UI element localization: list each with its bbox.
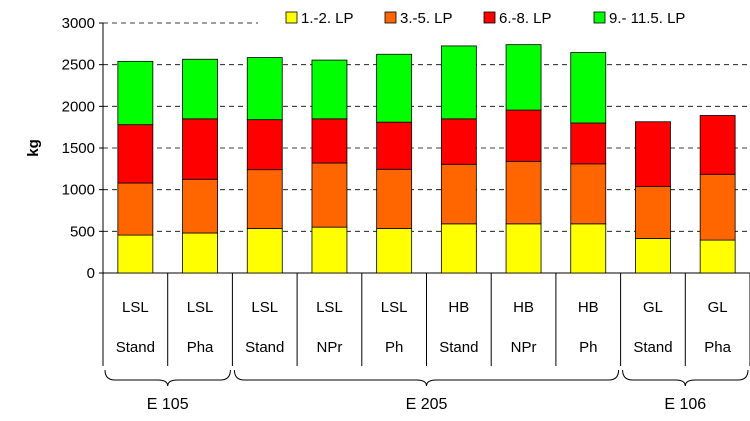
x-category-breed-5: HB: [448, 299, 469, 316]
bar-segment-7-0: [570, 223, 607, 274]
x-category-breed-4: LSL: [381, 299, 408, 316]
x-category-feed-8: Stand: [633, 339, 672, 356]
legend-swatch-2: [483, 11, 496, 24]
legend-background: [258, 6, 750, 34]
y-tick-label-1: 500: [70, 223, 95, 240]
bar-segment-7-2: [570, 122, 607, 165]
bar-segment-9-1: [699, 173, 736, 241]
x-category-breed-3: LSL: [316, 299, 343, 316]
bar-segment-9-0: [699, 239, 736, 274]
x-category-breed-8: GL: [643, 299, 663, 316]
bar-segment-7-3: [570, 52, 607, 124]
y-axis-title: kg: [25, 139, 42, 157]
bar-segment-5-0: [440, 223, 477, 274]
x-category-breed-6: HB: [513, 299, 534, 316]
x-category-feed-6: NPr: [511, 339, 537, 356]
bar-segment-4-1: [376, 168, 413, 229]
legend-label-3: 9.- 11.5. LP: [609, 10, 685, 27]
bar-segment-0-3: [117, 60, 154, 126]
x-category-feed-0: Stand: [116, 339, 155, 356]
bar-segment-1-1: [182, 178, 218, 234]
x-category-breed-9: GL: [708, 299, 728, 316]
bar-segment-5-2: [440, 118, 477, 165]
bar-segment-9-2: [699, 115, 736, 175]
x-category-feed-7: Ph: [579, 339, 597, 356]
bar-segment-4-3: [376, 53, 413, 123]
bar-segment-8-0: [635, 238, 671, 274]
legend-swatch-0: [285, 11, 298, 24]
y-tick-label-0: 0: [87, 265, 95, 282]
bar-segment-6-0: [505, 223, 542, 274]
y-tick-label-4: 2000: [62, 98, 95, 115]
legend-label-1: 3.-5. LP: [400, 10, 453, 27]
bar-segment-2-1: [246, 169, 283, 229]
y-tick-label-3: 1500: [62, 140, 95, 157]
x-category-feed-3: NPr: [317, 339, 343, 356]
bar-segment-8-1: [635, 185, 671, 239]
group-label-2: E 106: [664, 396, 706, 413]
bar-segment-3-2: [311, 118, 348, 164]
legend-swatch-3: [593, 11, 606, 24]
bar-segment-3-3: [311, 59, 348, 120]
x-category-feed-5: Stand: [439, 339, 478, 356]
x-category-feed-1: Pha: [187, 339, 214, 356]
group-brace-2: [622, 369, 749, 387]
x-category-breed-2: LSL: [251, 299, 278, 316]
x-category-feed-4: Ph: [385, 339, 403, 356]
bar-segment-0-2: [117, 124, 154, 184]
group-label-0: E 105: [147, 396, 189, 413]
bar-segment-3-0: [311, 226, 348, 274]
bar-segment-7-1: [570, 163, 607, 225]
bar-segment-1-0: [182, 232, 218, 274]
bar-segment-4-0: [376, 228, 413, 274]
bar-segment-2-0: [246, 228, 283, 274]
y-tick-label-2: 1000: [62, 182, 95, 199]
legend-swatch-1: [384, 11, 397, 24]
x-category-breed-7: HB: [578, 299, 599, 316]
bar-segment-1-2: [182, 118, 218, 180]
bar-segment-2-2: [246, 119, 283, 171]
y-tick-label-5: 2500: [62, 57, 95, 74]
bar-segment-6-1: [505, 160, 542, 225]
legend-label-2: 6.-8. LP: [499, 10, 552, 27]
bar-segment-8-2: [635, 121, 671, 187]
y-tick-label-6: 3000: [62, 15, 95, 32]
bar-segment-6-2: [505, 109, 542, 162]
bar-segment-0-1: [117, 182, 154, 236]
bar-segment-3-1: [311, 162, 348, 228]
bar-segment-4-2: [376, 121, 413, 170]
bar-segment-5-3: [440, 45, 477, 120]
x-category-breed-0: LSL: [122, 299, 149, 316]
x-category-breed-1: LSL: [187, 299, 214, 316]
group-brace-0: [104, 369, 231, 387]
bar-segment-0-0: [117, 234, 154, 274]
bar-segment-5-1: [440, 163, 477, 225]
group-brace-1: [233, 369, 620, 387]
group-label-1: E 205: [406, 396, 448, 413]
bar-segment-1-3: [182, 58, 218, 120]
x-category-feed-9: Pha: [704, 339, 731, 356]
legend-label-0: 1.-2. LP: [301, 10, 354, 27]
x-category-feed-2: Stand: [245, 339, 284, 356]
bar-segment-2-3: [246, 57, 283, 121]
bar-segment-6-3: [505, 44, 542, 111]
